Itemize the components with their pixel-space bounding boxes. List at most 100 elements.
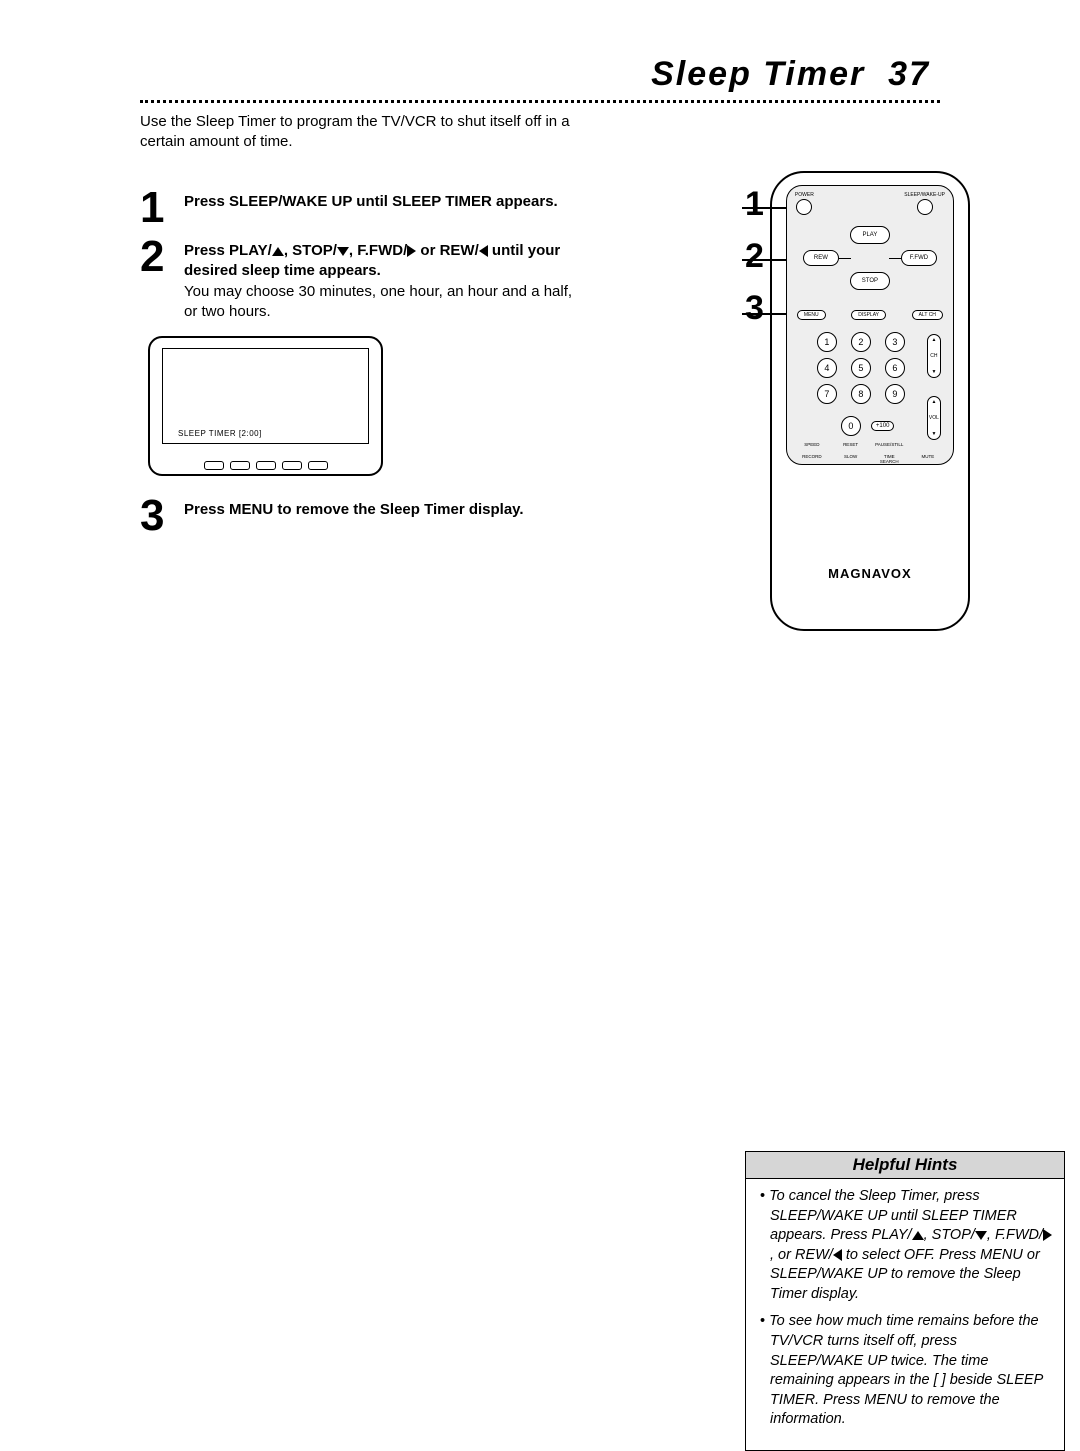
tv-display-text: SLEEP TIMER [2:00] [178, 429, 262, 438]
plus100-icon: +100 [871, 421, 895, 431]
page-number: 37 [888, 55, 930, 93]
triangle-left-icon [833, 1249, 842, 1261]
cluster-line [839, 258, 851, 259]
step-2-text: Press PLAY/, STOP/, F.FWD/ or REW/ until… [184, 242, 560, 279]
steps-list: 1 Press SLEEP/WAKE UP until SLEEP TIMER … [140, 188, 580, 536]
hint1-m3: , or REW/ [770, 1247, 833, 1263]
step-2-number: 2 [140, 237, 184, 277]
pill-row: MENU DISPLAY ALT CH [797, 310, 943, 320]
step2-m3: or REW/ [416, 242, 479, 259]
key-5: 5 [851, 358, 871, 378]
chevron-down-icon: ▼ [931, 431, 936, 437]
power-label: POWER [795, 192, 814, 198]
triangle-up-icon [272, 247, 284, 256]
step-3: 3 Press MENU to remove the Sleep Timer d… [140, 496, 580, 536]
remote-brand: MAGNAVOX [772, 566, 968, 581]
triangle-right-icon [1043, 1229, 1052, 1241]
vol-label: VOL [929, 415, 939, 421]
manual-page: Sleep Timer 37 Use the Sleep Timer to pr… [140, 55, 940, 546]
sleep-wake-button-icon [917, 199, 933, 215]
tv-button [204, 461, 224, 470]
ch-label: CH [930, 353, 937, 359]
hint1-m2: , F.FWD/ [987, 1227, 1043, 1243]
bl-speed: SPEED [797, 442, 827, 447]
step-1-number: 1 [140, 188, 184, 228]
remote-callout-numbers: 1 2 3 [745, 187, 764, 343]
bl-record: RECORD [797, 454, 827, 464]
sleep-wake-group: SLEEP/WAKE-UP [904, 192, 945, 215]
power-button-icon [796, 199, 812, 215]
triangle-down-icon [975, 1231, 987, 1240]
bottom-labels-2: RECORD SLOW TIME SEARCH MUTE [797, 454, 943, 464]
step-1-text: Press SLEEP/WAKE UP until SLEEP TIMER ap… [184, 193, 558, 210]
step-2-body: Press PLAY/, STOP/, F.FWD/ or REW/ until… [184, 237, 580, 322]
chevron-up-icon: ▲ [931, 399, 936, 405]
divider-dots [140, 100, 940, 104]
step2-m2: , F.FWD/ [349, 242, 407, 259]
page-title: Sleep Timer [651, 55, 865, 93]
bl-blank [913, 442, 943, 447]
helpful-hints-box: Helpful Hints To cancel the Sleep Timer,… [745, 1151, 1065, 1451]
hints-heading: Helpful Hints [746, 1152, 1064, 1179]
right-column: 1 2 3 POWER SLEEP/WAKE-UP [745, 171, 1080, 1451]
rew-button-icon: REW [803, 250, 839, 266]
key-1: 1 [817, 332, 837, 352]
tv-button [230, 461, 250, 470]
key-7: 7 [817, 384, 837, 404]
key-6: 6 [885, 358, 905, 378]
display-pill-icon: DISPLAY [851, 310, 886, 320]
altch-pill-icon: ALT CH [912, 310, 943, 320]
step-2-note: You may choose 30 minutes, one hour, an … [184, 283, 572, 320]
key-9: 9 [885, 384, 905, 404]
hint-1: To cancel the Sleep Timer, press SLEEP/W… [760, 1187, 1054, 1304]
tv-buttons [150, 461, 381, 470]
page-title-row: Sleep Timer 37 [140, 55, 940, 94]
key-0: 0 [841, 416, 861, 436]
bl-reset: RESET [836, 442, 866, 447]
bl-tsearch: TIME SEARCH [874, 454, 904, 464]
step-3-text: Press MENU to remove the Sleep Timer dis… [184, 501, 524, 518]
tv-button [256, 461, 276, 470]
power-group: POWER [795, 192, 814, 215]
triangle-left-icon [479, 245, 488, 257]
chevron-up-icon: ▲ [931, 337, 936, 343]
hint-2: To see how much time remains before the … [760, 1312, 1054, 1429]
transport-cluster: PLAY REW F.FWD STOP [795, 226, 945, 302]
bottom-labels-1: SPEED RESET PAUSE/STILL [797, 442, 943, 447]
step2-m1: , STOP/ [284, 242, 337, 259]
play-button-icon: PLAY [850, 226, 890, 244]
hint1-m1: , STOP/ [924, 1227, 975, 1243]
bl-pause: PAUSE/STILL [874, 442, 904, 447]
ch-rocker-icon: ▲ CH ▼ [927, 334, 941, 378]
step-3-body: Press MENU to remove the Sleep Timer dis… [184, 496, 524, 520]
key-8: 8 [851, 384, 871, 404]
key-3: 3 [885, 332, 905, 352]
step-1-body: Press SLEEP/WAKE UP until SLEEP TIMER ap… [184, 188, 558, 212]
tv-button [308, 461, 328, 470]
hints-list: To cancel the Sleep Timer, press SLEEP/W… [746, 1179, 1064, 1450]
sleep-wake-label: SLEEP/WAKE-UP [904, 192, 945, 198]
callout-2: 2 [745, 239, 764, 291]
remote-top-row: POWER SLEEP/WAKE-UP [795, 192, 945, 215]
key-2: 2 [851, 332, 871, 352]
remote-diagram: POWER SLEEP/WAKE-UP PLAY REW F.FWD STOP [770, 171, 970, 631]
step2-pre: Press PLAY/ [184, 242, 272, 259]
tv-screen-diagram: SLEEP TIMER [2:00] [148, 336, 383, 476]
step-3-number: 3 [140, 496, 184, 536]
step-2: 2 Press PLAY/, STOP/, F.FWD/ or REW/ unt… [140, 237, 580, 322]
callout-1: 1 [745, 187, 764, 239]
tv-button [282, 461, 302, 470]
keypad: 1 2 3 4 5 6 7 8 9 [817, 332, 909, 404]
triangle-right-icon [407, 245, 416, 257]
menu-pill-icon: MENU [797, 310, 826, 320]
cluster-line [889, 258, 901, 259]
remote-wrap: 1 2 3 POWER SLEEP/WAKE-UP [745, 171, 1080, 631]
remote-panel: POWER SLEEP/WAKE-UP PLAY REW F.FWD STOP [786, 185, 954, 465]
callout-3: 3 [745, 291, 764, 343]
triangle-down-icon [337, 247, 349, 256]
step-1: 1 Press SLEEP/WAKE UP until SLEEP TIMER … [140, 188, 580, 228]
zero-row: 0 +100 [841, 416, 895, 436]
ffwd-button-icon: F.FWD [901, 250, 937, 266]
vol-rocker-icon: ▲ VOL ▼ [927, 396, 941, 440]
bl-slow: SLOW [836, 454, 866, 464]
